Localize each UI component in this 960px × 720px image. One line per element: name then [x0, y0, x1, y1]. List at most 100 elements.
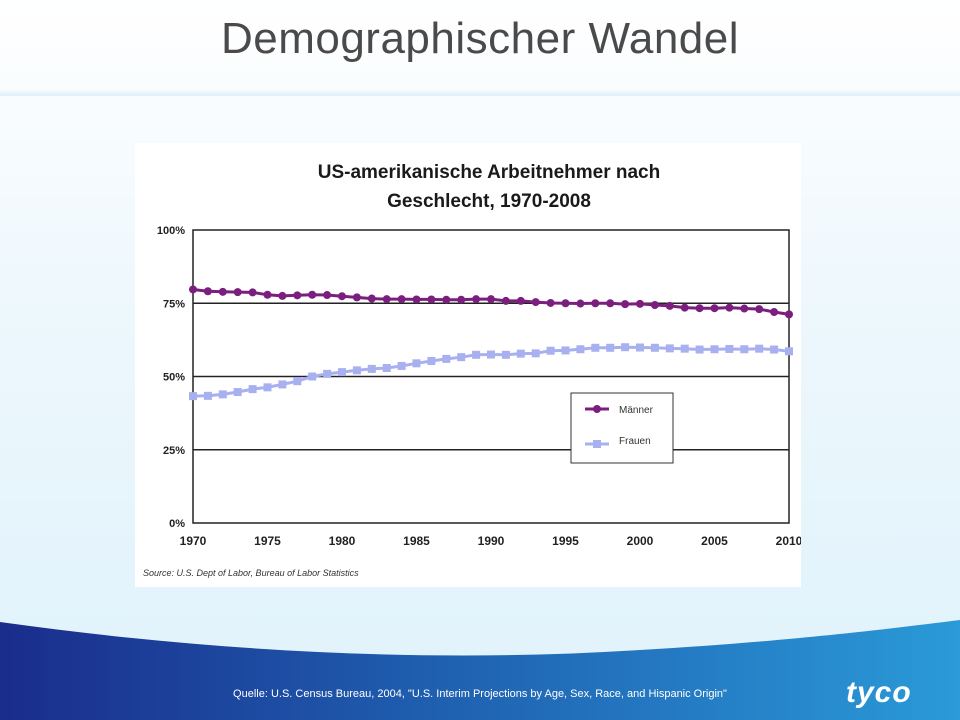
data-point — [561, 299, 570, 308]
data-point — [352, 366, 361, 375]
data-point — [442, 354, 451, 363]
data-point — [323, 291, 332, 300]
data-point — [189, 285, 197, 294]
chart-title-line-1: US-amerikanische Arbeitnehmer nach — [318, 162, 660, 183]
data-point — [189, 392, 197, 401]
tyco-logo: tyco — [846, 676, 912, 709]
x-tick-label: 2010 — [776, 534, 801, 548]
data-point — [755, 305, 764, 314]
y-tick-label: 50% — [163, 372, 185, 384]
chart-svg: US-amerikanische Arbeitnehmer nach Gesch… — [143, 162, 801, 578]
x-axis: 1970 1975 1980 1985 1990 1995 2000 2005 2010 — [180, 534, 801, 548]
data-point — [472, 350, 481, 359]
data-point — [725, 344, 734, 353]
data-point — [397, 295, 406, 304]
x-tick-label: 1975 — [254, 534, 281, 548]
data-point — [338, 292, 346, 301]
legend-label-maenner: Männer — [619, 405, 654, 416]
data-point — [785, 347, 793, 356]
y-tick-label: 100% — [157, 225, 185, 237]
data-point — [516, 349, 525, 358]
data-point — [412, 359, 421, 368]
data-point — [501, 296, 510, 305]
data-point — [695, 345, 704, 354]
x-tick-label: 1980 — [329, 534, 356, 548]
data-point — [576, 345, 585, 354]
data-point — [770, 308, 779, 317]
data-point — [606, 299, 615, 308]
data-point — [576, 299, 585, 308]
data-point — [278, 291, 287, 300]
chart-source: Source: U.S. Dept of Labor, Bureau of La… — [143, 568, 359, 578]
data-point — [621, 300, 630, 309]
data-point — [665, 301, 674, 310]
y-axis: 0% 25% 50% 75% 100% — [157, 225, 185, 530]
data-point — [725, 303, 734, 312]
y-tick-label: 25% — [163, 445, 185, 457]
data-point — [755, 344, 764, 353]
legend-marker-maenner — [593, 405, 601, 413]
data-point — [487, 350, 495, 359]
data-point — [591, 299, 600, 308]
footer-source-note: Quelle: U.S. Census Bureau, 2004, "U.S. … — [233, 688, 727, 700]
data-point — [308, 290, 317, 299]
x-tick-label: 2005 — [701, 534, 728, 548]
data-point — [650, 301, 659, 310]
data-point — [591, 343, 600, 352]
data-point — [412, 295, 421, 304]
x-tick-label: 1995 — [552, 534, 579, 548]
data-point — [561, 346, 570, 355]
data-point — [606, 343, 615, 352]
data-point — [278, 380, 287, 389]
data-point — [293, 291, 302, 300]
data-point — [710, 345, 719, 354]
data-point — [516, 296, 525, 305]
data-point — [636, 343, 644, 352]
chart-grid — [192, 229, 790, 524]
chart-title-line-2: Geschlecht, 1970-2008 — [387, 191, 591, 212]
data-point — [352, 293, 361, 302]
data-point — [531, 349, 540, 358]
data-point — [218, 390, 227, 399]
data-point — [427, 295, 436, 304]
data-point — [248, 385, 257, 394]
data-point — [487, 295, 495, 304]
data-point — [263, 383, 272, 392]
data-point — [621, 343, 630, 352]
legend-label-frauen: Frauen — [619, 436, 651, 447]
data-point — [367, 364, 376, 373]
data-point — [650, 343, 659, 352]
data-point — [457, 295, 466, 304]
data-point — [427, 356, 436, 365]
legend-marker-frauen — [593, 440, 601, 448]
data-point — [770, 345, 779, 354]
data-point — [397, 361, 406, 370]
data-point — [263, 290, 272, 299]
data-point — [740, 345, 749, 354]
legend-box — [570, 392, 674, 464]
data-point — [218, 287, 227, 296]
data-point — [665, 344, 674, 353]
footer-wave — [0, 620, 960, 720]
y-tick-label: 75% — [163, 298, 185, 310]
data-point — [546, 298, 555, 307]
data-point — [367, 294, 376, 303]
y-tick-label: 0% — [169, 518, 185, 530]
data-point — [636, 299, 644, 308]
data-point — [382, 364, 391, 373]
x-tick-label: 1990 — [478, 534, 505, 548]
data-point — [338, 368, 346, 377]
data-point — [323, 369, 332, 378]
data-point — [710, 304, 719, 313]
chart-series — [189, 285, 793, 401]
x-tick-label: 1970 — [180, 534, 207, 548]
data-point — [442, 295, 451, 304]
data-point — [501, 350, 510, 359]
data-point — [680, 303, 689, 312]
data-point — [531, 298, 540, 307]
data-point — [740, 304, 749, 313]
legend: Männer Frauen — [570, 392, 674, 464]
data-point — [233, 388, 242, 397]
data-point — [308, 372, 317, 381]
data-point — [695, 304, 704, 313]
